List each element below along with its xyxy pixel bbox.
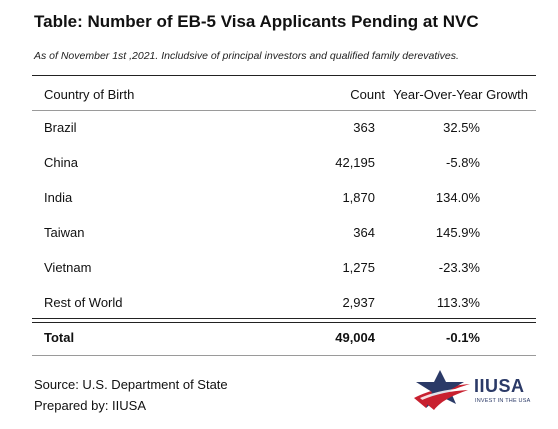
row-growth: -5.8%: [446, 155, 480, 170]
row-growth: 32.5%: [443, 120, 480, 135]
total-label: Total: [44, 330, 75, 345]
page-subtitle: As of November 1st ,2021. Includsive of …: [34, 50, 459, 62]
table-row: China 42,195 -5.8%: [32, 153, 536, 173]
row-growth: 113.3%: [436, 295, 480, 310]
total-growth: -0.1%: [446, 330, 480, 345]
iiusa-logo: IIUSA INVEST IN THE USA: [412, 368, 542, 412]
page-title: Table: Number of EB-5 Visa Applicants Pe…: [34, 12, 479, 31]
row-country: Rest of World: [44, 295, 123, 310]
row-country: Brazil: [44, 120, 77, 135]
row-count: 364: [353, 225, 375, 240]
table-bottom-rule: [32, 355, 536, 356]
header-growth: Year-Over-Year Growth: [393, 87, 528, 102]
table-row: Vietnam 1,275 -23.3%: [32, 258, 536, 278]
row-growth: 145.9%: [435, 225, 480, 240]
table-header-row: Country of Birth Count Year-Over-Year Gr…: [32, 85, 536, 105]
total-count: 49,004: [335, 330, 375, 345]
row-country: Taiwan: [44, 225, 85, 240]
table-row: Rest of World 2,937 113.3%: [32, 293, 536, 313]
row-count: 363: [353, 120, 375, 135]
total-rule-upper: [32, 318, 536, 319]
star-swoosh-icon: [414, 370, 470, 410]
row-country: Vietnam: [44, 260, 92, 275]
row-country: China: [44, 155, 78, 170]
row-count: 1,870: [342, 190, 375, 205]
table-top-rule: [32, 75, 536, 76]
logo-tagline: INVEST IN THE USA: [475, 398, 531, 404]
source-note: Source: U.S. Department of State: [34, 377, 228, 392]
row-country: India: [44, 190, 73, 205]
header-country: Country of Birth: [44, 87, 135, 102]
row-growth: 134.0%: [435, 190, 480, 205]
row-growth: -23.3%: [438, 260, 480, 275]
table-header-rule: [32, 110, 536, 111]
logo-wordmark: IIUSA: [474, 376, 525, 396]
table-total-row: Total 49,004 -0.1%: [32, 328, 536, 348]
table-row: India 1,870 134.0%: [32, 188, 536, 208]
row-count: 2,937: [342, 295, 375, 310]
total-rule-lower: [32, 322, 536, 323]
table-row: Taiwan 364 145.9%: [32, 223, 536, 243]
row-count: 42,195: [335, 155, 375, 170]
row-count: 1,275: [342, 260, 375, 275]
header-count: Count: [350, 87, 385, 102]
table-row: Brazil 363 32.5%: [32, 118, 536, 138]
prepared-by-note: Prepared by: IIUSA: [34, 398, 146, 413]
